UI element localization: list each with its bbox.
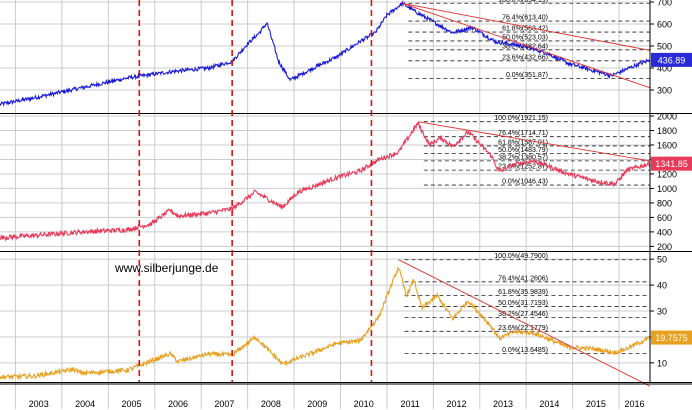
panel-middle: 200400600800100012001400160018002000100.… — [0, 112, 692, 252]
x-tick-label: 2014 — [539, 399, 559, 409]
y-tick-label: 600 — [657, 213, 672, 223]
trend-line — [402, 2, 651, 51]
price-series-bottom — [0, 266, 651, 381]
fib-level-label: 38.2%(1380.57) — [498, 154, 548, 161]
last-value-tag — [651, 52, 692, 67]
x-tick-label: 2015 — [586, 399, 606, 409]
fib-level-label: 0.0%(351.87) — [506, 72, 548, 79]
fib-level-label: 76.4%(613.40) — [502, 15, 548, 22]
x-tick-label: 2011 — [400, 399, 419, 409]
trend-line — [402, 2, 651, 89]
y-tick-label: 200 — [657, 242, 672, 252]
fib-level-label: 100.0%(694.19) — [498, 0, 548, 4]
fib-level-label: 0.0%(13.6485) — [502, 347, 548, 354]
x-tick-label: 2013 — [493, 399, 513, 409]
fib-level-label: 61.8%(563.42) — [502, 26, 548, 33]
x-tick-label: 2005 — [122, 399, 142, 409]
x-tick-label: 2004 — [75, 399, 95, 409]
fib-level-label: 100.0%(1921.15) — [494, 115, 548, 122]
y-tick-label: 30 — [657, 307, 667, 317]
last-value-tag — [651, 156, 692, 171]
y-tick-label: 400 — [657, 64, 672, 74]
y-tick-label: 700 — [657, 0, 672, 8]
y-tick-label: 50 — [657, 255, 667, 265]
last-value-label: 1341.85 — [655, 159, 688, 169]
fib-level-label: 76.4%(1714.71) — [498, 130, 548, 137]
trend-line — [417, 121, 651, 162]
y-tick-label: 400 — [657, 227, 672, 237]
x-tick-label: 2010 — [354, 399, 374, 409]
fib-level-label: 100.0%(49.7900) — [494, 253, 548, 260]
y-tick-label: 1000 — [657, 184, 677, 194]
last-value-tag — [651, 330, 692, 345]
trend-line — [398, 259, 651, 387]
y-tick-label: 40 — [657, 281, 667, 291]
panel-bottom: 1020304050100.0%(49.7900)76.4%(41.2606)6… — [0, 252, 692, 387]
last-value-label: 436.89 — [658, 55, 686, 65]
x-tick-label: 2009 — [307, 399, 327, 409]
fib-level-label: 61.8%(1587.01) — [498, 139, 548, 146]
x-tick-label: 2012 — [447, 399, 467, 409]
x-tick-label: 2008 — [261, 399, 281, 409]
x-tick-label: 2016 — [625, 399, 645, 409]
y-tick-label: 500 — [657, 42, 672, 52]
x-tick-label: 2006 — [168, 399, 188, 409]
watermark: www.silberjunge.de — [114, 261, 219, 275]
y-tick-label: 1200 — [657, 169, 677, 179]
fib-level-label: 76.4%(41.2606) — [498, 275, 548, 282]
y-tick-label: 2000 — [657, 112, 677, 122]
y-tick-label: 800 — [657, 198, 672, 208]
fib-level-label: 23.6%(22.1779) — [498, 325, 548, 332]
fib-level-label: 50.0%(523.03) — [502, 34, 548, 41]
fib-level-label: 38.2%(27.4546) — [498, 311, 548, 318]
fib-level-label: 23.6%(1252.87) — [498, 164, 548, 171]
panel-top: 300 400 500 600 700 100.0%(694.19) 76.4%(613.4… — [0, 0, 692, 114]
x-tick-label: 2007 — [214, 399, 234, 409]
price-series-middle — [0, 122, 651, 242]
y-tick-label: 300 — [657, 86, 672, 96]
fib-level-label: 38.2%(482.64) — [502, 43, 548, 50]
y-tick-label: 10 — [657, 358, 667, 368]
fib-level-label: 50.0%(1483.79) — [498, 147, 548, 154]
y-tick-label: 1800 — [657, 126, 677, 136]
y-tick-label: 600 — [657, 20, 672, 30]
price-series-top — [0, 0, 651, 107]
y-tick-label: 1600 — [657, 140, 677, 150]
fib-level-label: 0.0%(1046.43) — [502, 179, 548, 186]
fib-level-label: 23.6%(432.66) — [502, 54, 548, 61]
last-value-label: 19.7575 — [655, 333, 688, 343]
fib-level-label: 50.0%(31.7193) — [498, 300, 548, 307]
x-tick-label: 2003 — [29, 399, 49, 409]
fib-level-label: 61.8%(35.9839) — [498, 289, 548, 296]
